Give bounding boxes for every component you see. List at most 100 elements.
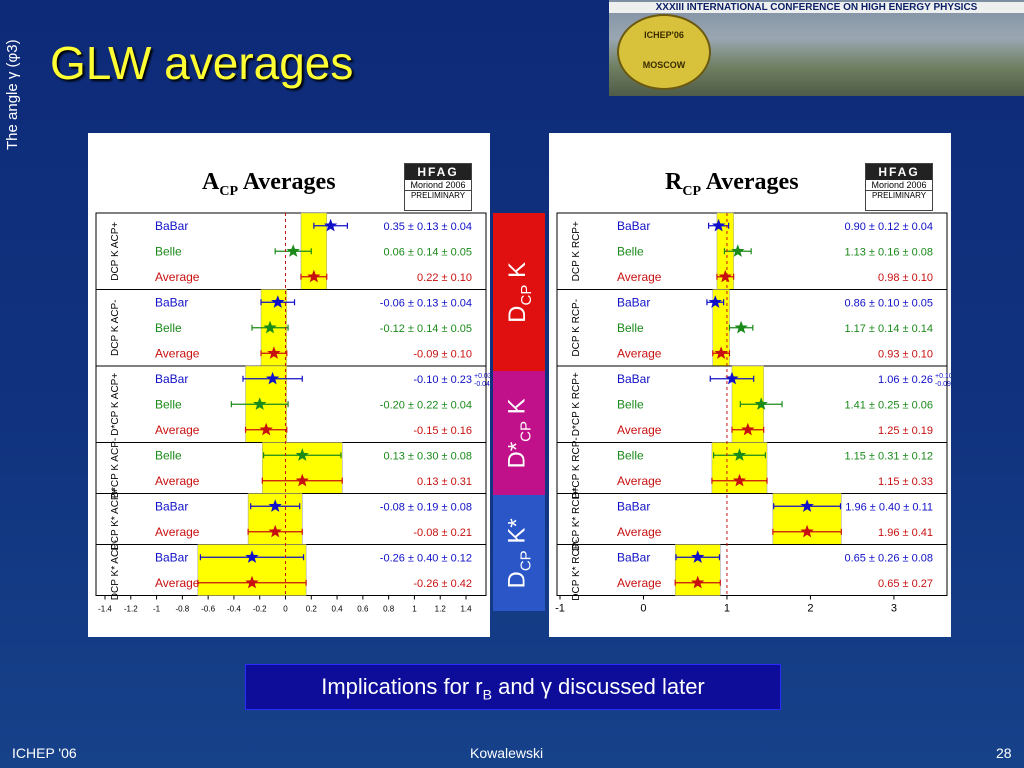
data-point-star: [253, 397, 267, 410]
value-label: 1.96 ± 0.41: [878, 527, 933, 539]
experiment-label: Average: [155, 423, 200, 437]
value-label: -0.15 ± 0.16: [413, 425, 472, 437]
data-point-star: [259, 422, 273, 436]
group-label: D*CP K ACP-: [110, 438, 121, 498]
data-point-star: [295, 448, 309, 461]
experiment-label: Belle: [155, 321, 182, 335]
value-label: 1.15 ± 0.31 ± 0.12: [844, 450, 933, 462]
data-point-star: [725, 371, 739, 385]
data-point-star: [732, 473, 747, 487]
hfag-badge-title: HFAG: [866, 164, 932, 180]
implications-note: Implications for rB and γ discussed late…: [245, 664, 781, 710]
data-point-star: [731, 244, 745, 257]
logo-top-text: ICHEP'06: [644, 30, 684, 40]
acp-chart-svg: DCP K ACP+ BaBar 0.35 ± 0.13 ± 0.04 Belle 0.…: [95, 212, 490, 614]
value-label: -0.12 ± 0.14 ± 0.05: [380, 323, 472, 335]
value-label: 0.65 ± 0.26 ± 0.08: [844, 552, 933, 564]
rcp-chart-svg: DCP K RCP+ BaBar 0.90 ± 0.12 ± 0.04 Belle 1.…: [555, 212, 951, 615]
value-label: -0.20 ± 0.22 ± 0.04: [380, 399, 472, 411]
x-tick-label: -1: [555, 603, 565, 615]
experiment-label: BaBar: [617, 372, 650, 386]
group-tag-dcpk: DCP K: [493, 213, 545, 371]
data-point-star: [691, 550, 705, 563]
footer-conference: ICHEP '06: [12, 745, 77, 761]
value-label: 1.15 ± 0.33: [878, 476, 933, 488]
value-label: 1.41 ± 0.25 ± 0.06: [844, 399, 933, 411]
experiment-label: Average: [155, 346, 200, 360]
x-tick-label: 3: [891, 603, 897, 615]
data-point-star: [741, 422, 755, 436]
hfag-badge: HFAG Moriond 2006 PRELIMINARY: [404, 163, 472, 211]
experiment-label: Average: [617, 525, 662, 539]
x-tick-label: -0.4: [227, 605, 241, 614]
experiment-label: Average: [617, 576, 662, 590]
group-label: D*CP K RCP-: [571, 437, 582, 499]
value-label: -0.08 ± 0.21: [413, 527, 472, 539]
group-label: DCP K* ACP+: [110, 487, 121, 550]
experiment-label: Belle: [617, 321, 644, 335]
value-label: 1.13 ± 0.16 ± 0.08: [844, 246, 933, 258]
data-point-star: [734, 320, 748, 334]
data-point-star: [271, 295, 285, 308]
x-tick-label: -1: [153, 605, 161, 614]
experiment-label: Average: [617, 474, 662, 488]
data-point-star: [708, 295, 722, 308]
group-label: DCP K RCP-: [571, 299, 582, 357]
value-sup: +0.10: [935, 373, 951, 380]
data-point-star: [265, 371, 280, 385]
experiment-label: Average: [155, 474, 200, 488]
data-point-star: [268, 524, 282, 538]
value-label: 0.90 ± 0.12 ± 0.04: [844, 221, 933, 233]
data-point-star: [691, 575, 705, 589]
conference-logo: ICHEP'06 MOSCOW: [617, 14, 711, 90]
experiment-label: Belle: [617, 448, 644, 462]
data-point-star: [245, 575, 259, 589]
footer-page-number: 28: [996, 745, 1012, 761]
value-label: 1.25 ± 0.19: [878, 425, 933, 437]
banner-title: XXXIII INTERNATIONAL CONFERENCE ON HIGH …: [609, 2, 1024, 13]
data-point-star: [263, 320, 277, 334]
value-label: 0.65 ± 0.27: [878, 578, 933, 590]
experiment-label: BaBar: [617, 219, 650, 233]
experiment-label: BaBar: [155, 550, 188, 564]
data-point-star: [800, 524, 814, 538]
x-tick-label: 1: [412, 605, 417, 614]
data-point-star: [295, 473, 309, 487]
conference-banner: XXXIII INTERNATIONAL CONFERENCE ON HIGH …: [609, 0, 1024, 96]
hfag-badge-meeting: Moriond 2006: [866, 180, 932, 191]
experiment-label: Average: [617, 270, 662, 284]
group-label: DCP K* RCP-: [571, 539, 582, 601]
value-label: -0.10 ± 0.23: [413, 374, 472, 386]
data-point-star: [245, 550, 259, 563]
x-tick-label: -0.6: [201, 605, 215, 614]
x-tick-label: 1: [724, 603, 730, 615]
data-point-star: [712, 218, 726, 232]
data-point-star: [307, 269, 321, 283]
hfag-badge-status: PRELIMINARY: [871, 191, 927, 200]
data-point-star: [800, 499, 814, 512]
data-point-star: [286, 244, 300, 257]
x-tick-label: -0.8: [175, 605, 189, 614]
value-label: -0.26 ± 0.42: [413, 578, 472, 590]
value-label: 0.35 ± 0.13 ± 0.04: [383, 221, 472, 233]
group-label: D*CP K ACP+: [110, 373, 121, 436]
experiment-label: Belle: [155, 397, 182, 411]
experiment-label: Average: [617, 423, 662, 437]
value-label: -0.06 ± 0.13 ± 0.04: [380, 297, 472, 309]
experiment-label: BaBar: [155, 219, 188, 233]
data-point-star: [718, 269, 732, 283]
value-label: 0.13 ± 0.31: [417, 476, 472, 488]
experiment-label: Belle: [155, 448, 182, 462]
x-tick-label: 0.2: [306, 605, 318, 614]
logo-bottom-text: MOSCOW: [642, 60, 686, 70]
data-point-star: [754, 397, 768, 410]
value-sup: +0.03: [474, 373, 490, 380]
experiment-label: BaBar: [617, 550, 650, 564]
experiment-label: Average: [155, 525, 200, 539]
value-label: 0.86 ± 0.10 ± 0.05: [844, 297, 933, 309]
value-label: 0.13 ± 0.30 ± 0.08: [383, 450, 472, 462]
hfag-badge: HFAG Moriond 2006 PRELIMINARY: [865, 163, 933, 211]
experiment-label: BaBar: [155, 295, 188, 309]
rcp-chart-title: RCP Averages: [665, 169, 799, 199]
x-tick-label: 0.4: [332, 605, 344, 614]
